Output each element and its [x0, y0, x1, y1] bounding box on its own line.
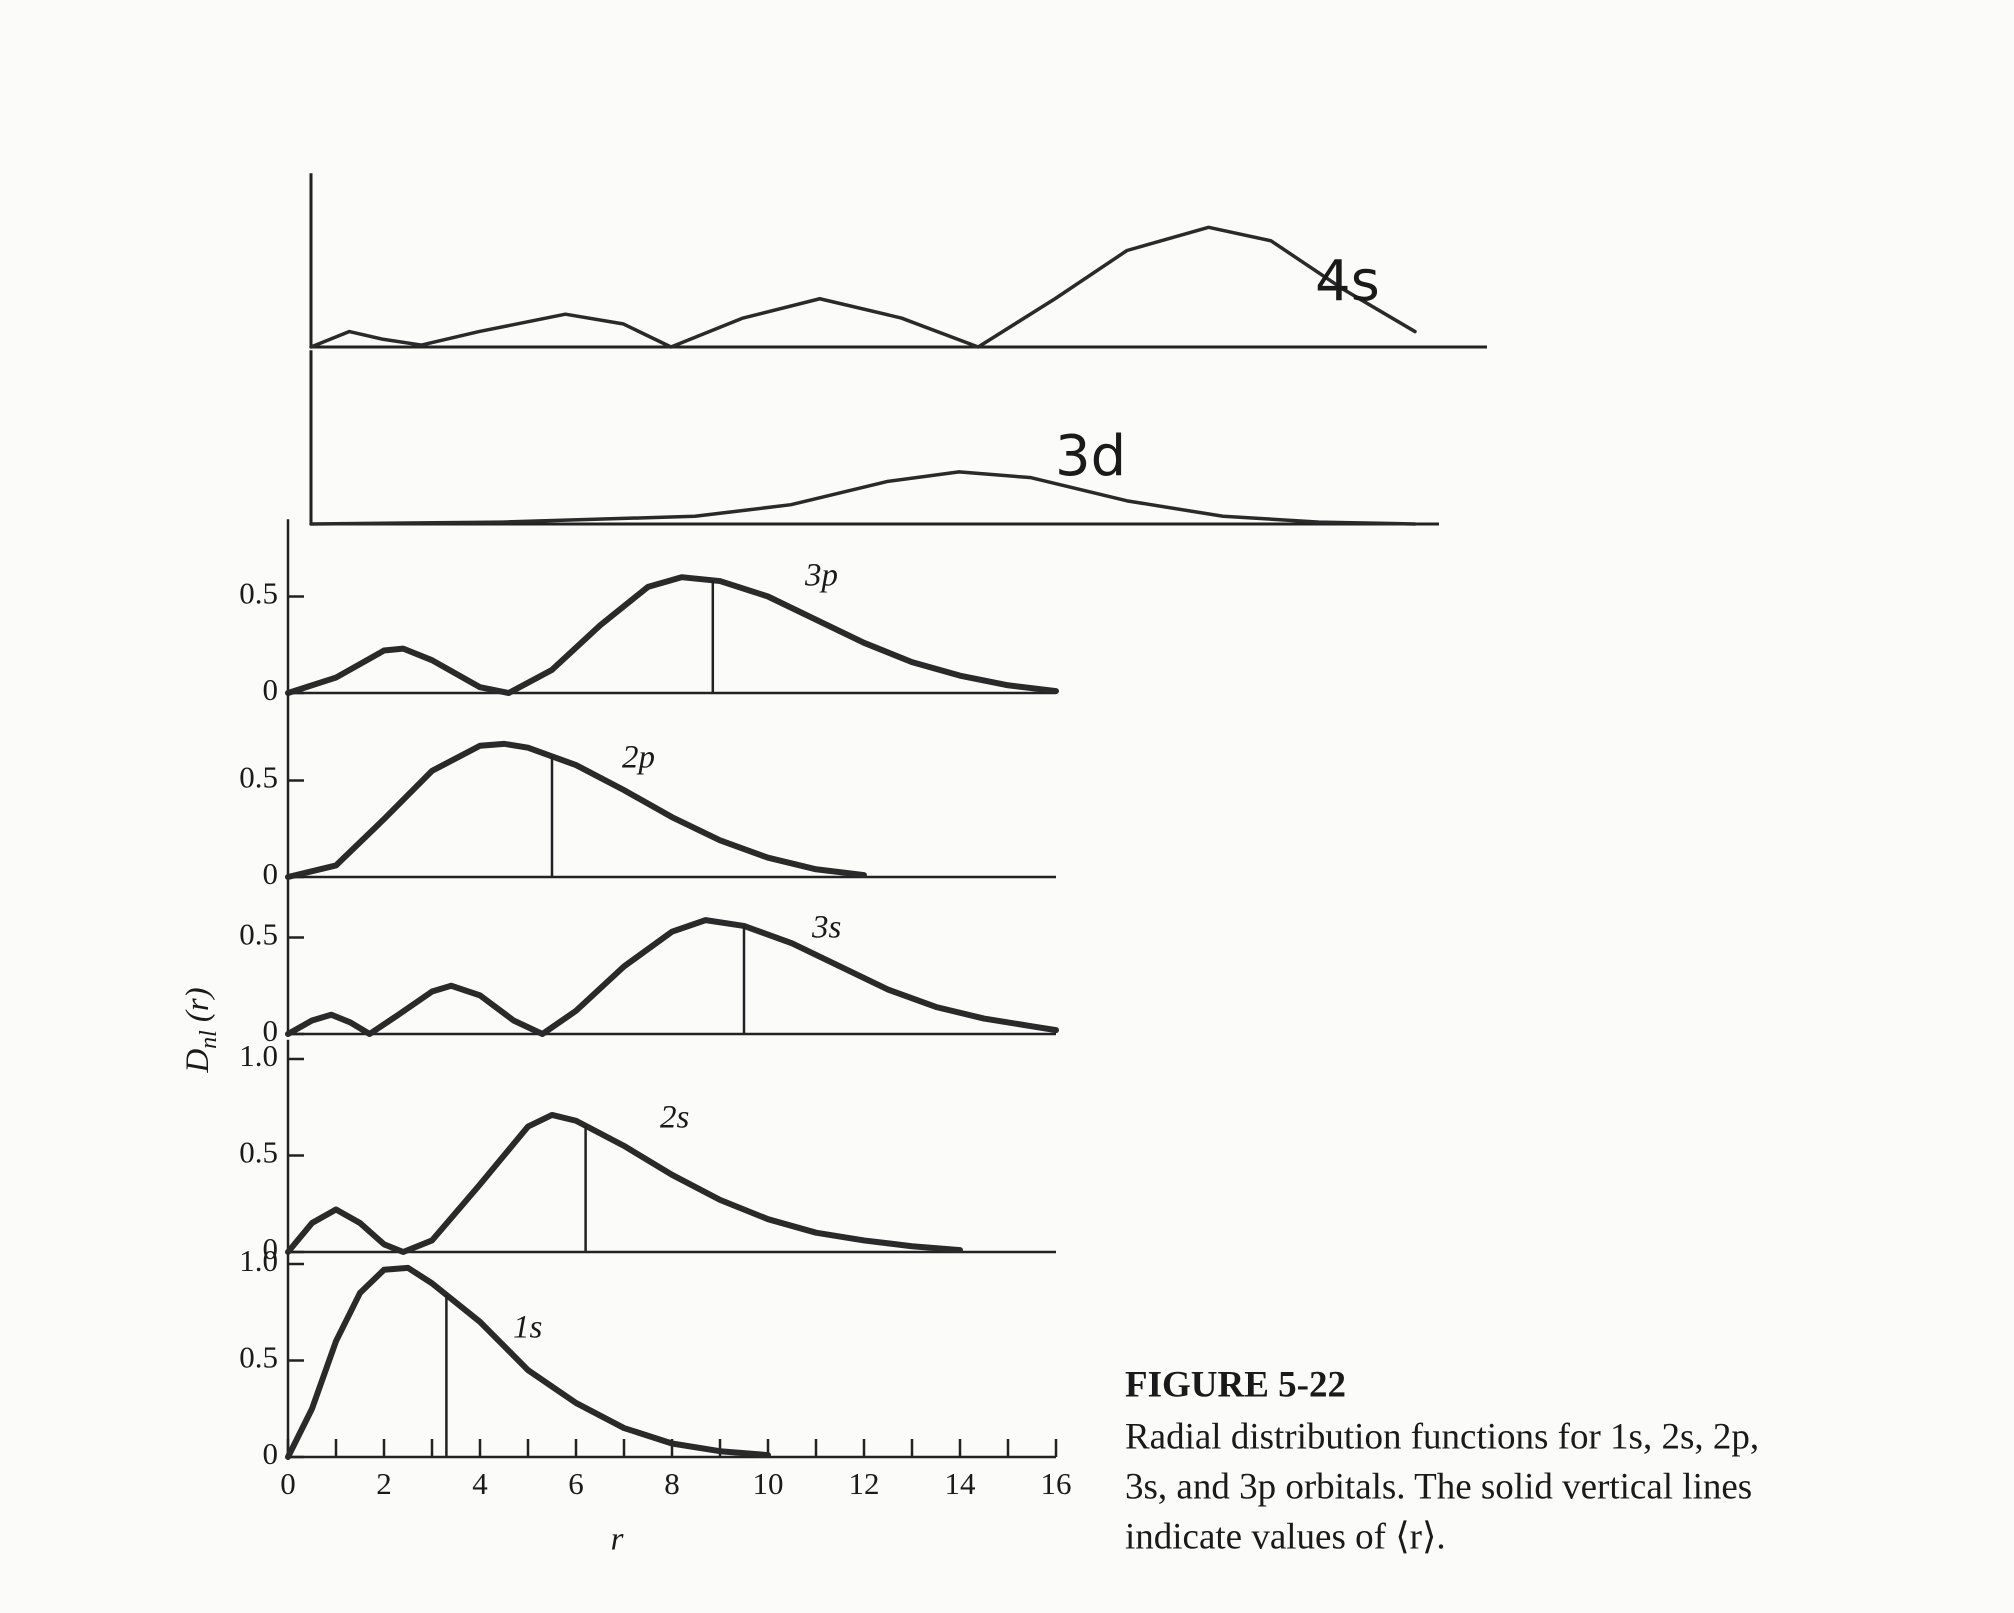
- curve: [285, 574, 1059, 696]
- y-label-subscript: nl: [196, 1030, 222, 1049]
- curve: [285, 740, 867, 880]
- x-tick-label: 14: [945, 1466, 977, 1501]
- y-label-argument: (r): [180, 987, 216, 1022]
- y-tick-label: 0.5: [239, 760, 278, 795]
- x-tick-label: 6: [568, 1466, 584, 1501]
- series-label: 1s: [513, 1310, 542, 1346]
- series-label: 2p: [622, 740, 655, 776]
- y-tick-label: 0: [263, 1013, 279, 1048]
- y-axis-label: Dnl (r): [180, 987, 222, 1073]
- y-tick-label: 0.5: [239, 576, 278, 611]
- y-tick-label: 1.0: [239, 1243, 278, 1278]
- x-tick-label: 0: [280, 1466, 296, 1501]
- y-tick-label: 0.5: [239, 1340, 278, 1375]
- y-tick-label: 0: [263, 1231, 279, 1266]
- curve: [285, 1111, 963, 1255]
- x-tick-label: 10: [753, 1466, 784, 1501]
- y-label-symbol: D: [180, 1049, 216, 1074]
- x-axis-label: r: [611, 1522, 624, 1558]
- y-tick-label: 0: [263, 856, 279, 891]
- figure-title: FIGURE 5-22: [1125, 1364, 1346, 1405]
- curve: [309, 225, 1417, 349]
- x-tick-label: 8: [664, 1466, 680, 1501]
- x-tick-label: 16: [1041, 1466, 1072, 1501]
- curve: [285, 917, 1059, 1037]
- x-tick-label: 4: [472, 1466, 488, 1501]
- caption-line: Radial distribution functions for 1s, 2s…: [1125, 1416, 1759, 1457]
- y-tick-label: 0.5: [239, 1135, 278, 1170]
- x-tick-label: 12: [849, 1466, 880, 1501]
- y-tick-label: 0.5: [239, 917, 278, 952]
- caption-line: 3s, and 3p orbitals. The solid vertical …: [1125, 1466, 1752, 1507]
- curve: [309, 470, 1417, 526]
- series-label: 3p: [804, 558, 838, 594]
- caption-line: indicate values of ⟨r⟩.: [1125, 1516, 1446, 1557]
- y-tick-label: 0: [263, 1436, 279, 1471]
- series-label: 3d: [1055, 424, 1126, 489]
- x-tick-label: 2: [376, 1466, 392, 1501]
- series-label: 2s: [660, 1100, 689, 1136]
- y-tick-label: 0: [263, 672, 279, 707]
- curve: [285, 1264, 771, 1460]
- y-tick-label: 1.0: [239, 1038, 278, 1073]
- series-label: 3s: [811, 910, 841, 946]
- series-label: 4s: [1315, 249, 1380, 314]
